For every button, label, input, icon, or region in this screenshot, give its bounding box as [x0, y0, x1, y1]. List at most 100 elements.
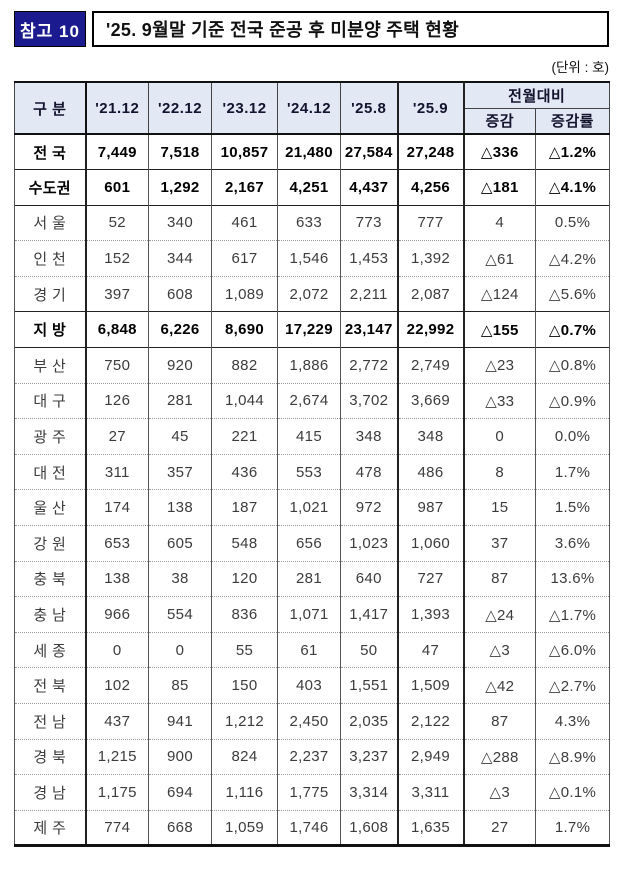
table-cell: △5.6%: [534, 275, 611, 312]
table-cell: 27: [463, 809, 536, 846]
table-cell: 941: [148, 703, 212, 740]
table-row: 충 남 966 554 836 1,071 1,417 1,393 △24 △1.7%: [14, 596, 611, 633]
table-row: 세 종 0 0 55 61 50 47 △3 △6.0%: [14, 631, 611, 668]
table-cell: 3,314: [340, 774, 398, 811]
table-cell: 774: [85, 809, 149, 846]
table-cell: 1,071: [277, 596, 341, 633]
table-cell: 344: [148, 240, 212, 277]
table-row: 부 산 750 920 882 1,886 2,772 2,749 △23 △0.8%: [14, 347, 611, 384]
row-label: 인 천: [14, 240, 87, 277]
table-cell: 17,229: [277, 311, 341, 348]
table-cell: 221: [211, 418, 278, 455]
table-cell: 1,175: [85, 774, 149, 811]
column-header-change: 증감: [463, 107, 536, 135]
row-label: 서 울: [14, 204, 87, 241]
table-cell: 4,256: [396, 169, 465, 206]
table-cell: 640: [340, 560, 398, 597]
table-cell: 2,087: [396, 275, 465, 312]
table-cell: 311: [85, 453, 149, 490]
row-label: 강 원: [14, 525, 87, 562]
table-cell: △23: [463, 347, 536, 384]
column-header-2508: '25.8: [340, 81, 398, 135]
table-cell: 2,211: [340, 275, 398, 312]
table-cell: 87: [463, 560, 536, 597]
table-cell: 656: [277, 525, 341, 562]
table-cell: △4.2%: [534, 240, 611, 277]
table-cell: 1,059: [211, 809, 278, 846]
document-header: 참고 10 '25. 9월말 기준 전국 준공 후 미분양 주택 현황: [14, 11, 609, 47]
table-cell: 1,212: [211, 703, 278, 740]
row-label: 제 주: [14, 809, 87, 846]
table-cell: 126: [85, 382, 149, 419]
table-cell: 4,437: [340, 169, 398, 206]
row-label: 경 기: [14, 275, 87, 312]
table-row: 경 기 397 608 1,089 2,072 2,211 2,087 △124 △5.6%: [14, 275, 611, 312]
table-cell: 668: [148, 809, 212, 846]
table-cell: △8.9%: [534, 738, 611, 775]
row-label: 수도권: [14, 169, 87, 206]
row-label: 경 북: [14, 738, 87, 775]
table-cell: 2,035: [340, 703, 398, 740]
table-cell: 972: [340, 489, 398, 526]
table-cell: 436: [211, 453, 278, 490]
table-cell: 966: [85, 596, 149, 633]
table-cell: △33: [463, 382, 536, 419]
table-cell: 750: [85, 347, 149, 384]
table-cell: 3.6%: [534, 525, 611, 562]
table-cell: 357: [148, 453, 212, 490]
table-cell: 1,089: [211, 275, 278, 312]
table-cell: 1,417: [340, 596, 398, 633]
table-cell: 2,122: [396, 703, 465, 740]
table-row: 경 남 1,175 694 1,116 1,775 3,314 3,311 △3 △0.1%: [14, 774, 611, 811]
table-cell: 47: [396, 631, 465, 668]
table-cell: 3,702: [340, 382, 398, 419]
column-header-category: 구 분: [14, 81, 87, 135]
table-row: 울 산 174 138 187 1,021 972 987 15 1.5%: [14, 489, 611, 526]
table-cell: 1,215: [85, 738, 149, 775]
table-cell: 1,453: [340, 240, 398, 277]
table-cell: 1,509: [396, 667, 465, 704]
table-cell: 3,669: [396, 382, 465, 419]
column-header-month-over-month: 전월대비: [462, 81, 611, 109]
table-cell: 4,251: [277, 169, 341, 206]
table-cell: 7,518: [148, 133, 212, 170]
table-cell: 1,023: [340, 525, 398, 562]
table-cell: 348: [340, 418, 398, 455]
column-header-change-rate: 증감률: [534, 107, 611, 135]
table-cell: 1,546: [277, 240, 341, 277]
table-cell: 2,674: [277, 382, 341, 419]
table-row: 전 국 7,449 7,518 10,857 21,480 27,584 27,248 △33…: [14, 133, 611, 170]
table-cell: 653: [85, 525, 149, 562]
table-row: 인 천 152 344 617 1,546 1,453 1,392 △61 △4.2%: [14, 240, 611, 277]
table-row: 대 전 311 357 436 553 478 486 8 1.7%: [14, 453, 611, 490]
table-cell: 8: [463, 453, 536, 490]
table-cell: 120: [211, 560, 278, 597]
table-cell: 187: [211, 489, 278, 526]
table-cell: △42: [463, 667, 536, 704]
table-cell: 1.5%: [534, 489, 611, 526]
table-cell: 55: [211, 631, 278, 668]
column-header-2212: '22.12: [148, 81, 212, 135]
table-cell: 3,237: [340, 738, 398, 775]
table-cell: 773: [340, 204, 398, 241]
table-cell: 340: [148, 204, 212, 241]
table-cell: 987: [396, 489, 465, 526]
row-label: 전 국: [14, 133, 87, 170]
row-label: 세 종: [14, 631, 87, 668]
table-cell: 1.7%: [534, 453, 611, 490]
table-cell: 6,226: [148, 311, 212, 348]
table-cell: 174: [85, 489, 149, 526]
table-cell: 554: [148, 596, 212, 633]
column-header-2312: '23.12: [211, 81, 278, 135]
table-cell: 2,072: [277, 275, 341, 312]
table-cell: 694: [148, 774, 212, 811]
table-cell: △124: [463, 275, 536, 312]
table-cell: 10,857: [211, 133, 278, 170]
row-label: 전 북: [14, 667, 87, 704]
table-row: 전 남 437 941 1,212 2,450 2,035 2,122 87 4.3%: [14, 703, 611, 740]
table-cell: 605: [148, 525, 212, 562]
row-label: 광 주: [14, 418, 87, 455]
table-cell: 920: [148, 347, 212, 384]
unsold-housing-table: 구 분 '21.12 '22.12 '23.12 '24.12 '25.8 '2…: [14, 81, 611, 848]
row-label: 부 산: [14, 347, 87, 384]
